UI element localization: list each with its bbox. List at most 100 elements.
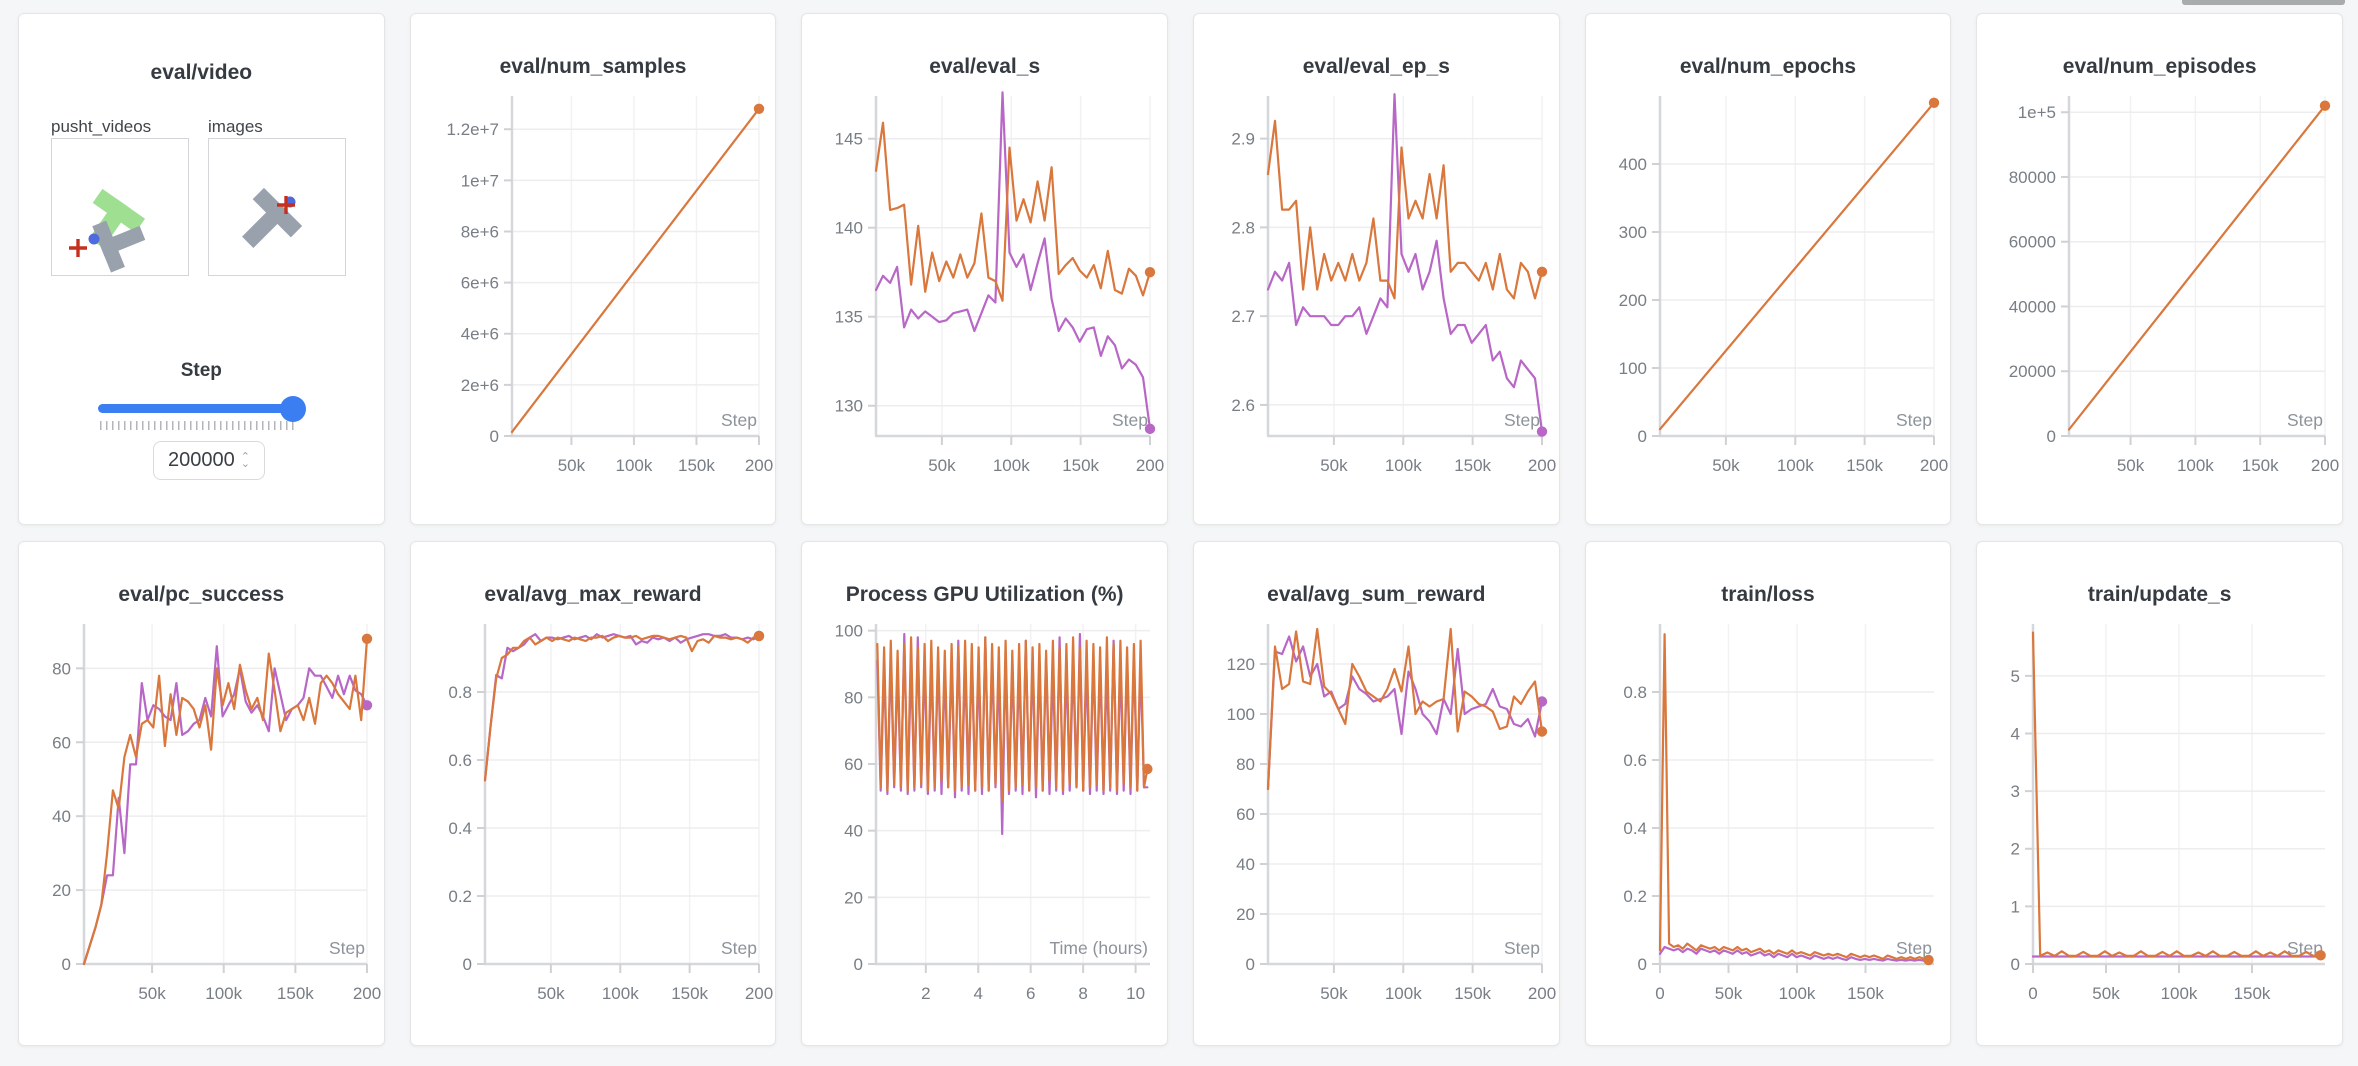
panel-eval-pc-success[interactable]: eval/pc_success 0 20 40 60 80 50k 100k 150k 200 S… (18, 541, 385, 1046)
gridlines (876, 96, 1152, 436)
image-thumbnail[interactable] (208, 138, 346, 276)
svg-text:50k: 50k (537, 984, 565, 1003)
series-line-orange (876, 636, 1149, 802)
step-up-icon[interactable]: ⌃ (240, 450, 250, 463)
stepper-arrows[interactable]: ⌃ ⌄ (240, 450, 250, 470)
svg-text:50k: 50k (138, 984, 166, 1003)
svg-text:0.4: 0.4 (1623, 819, 1647, 838)
panel-eval-num-episodes[interactable]: eval/num_episodes 0 20000 40000 60000 80000 1… (1976, 13, 2343, 525)
svg-text:80: 80 (52, 659, 71, 678)
series-line-orange (1658, 633, 1930, 961)
chart-canvas[interactable]: 2.6 2.7 2.8 2.9 50k 100k 150k 200 Step (1194, 84, 1560, 504)
panel-eval-video[interactable]: eval/video pusht_videos images (18, 13, 385, 525)
panel-eval-avg-sum-reward[interactable]: eval/avg_sum_reward 0 20 40 60 80 100 120 50k 10… (1192, 541, 1560, 1046)
svg-text:100k: 100k (1385, 456, 1422, 475)
svg-text:20: 20 (1236, 905, 1255, 924)
gridlines (2069, 96, 2327, 437)
panel-train-update-s[interactable]: train/update_s 0 1 2 3 4 5 0 50k 100k 150k Step (1976, 541, 2343, 1046)
svg-text:100: 100 (1227, 705, 1255, 724)
svg-text:100: 100 (835, 622, 863, 641)
axes (476, 624, 760, 973)
svg-text:200: 200 (2311, 456, 2339, 475)
slider-thumb[interactable] (280, 396, 306, 422)
svg-text:60: 60 (844, 755, 863, 774)
svg-text:80000: 80000 (2009, 168, 2056, 187)
series-endpoint-orange (753, 630, 764, 642)
svg-text:0: 0 (854, 955, 863, 974)
series-endpoint-orange (1142, 763, 1153, 775)
chart-canvas[interactable]: 0 0.2 0.4 0.6 0.8 50k 100k 150k 200 Step (411, 612, 777, 1032)
svg-text:50k: 50k (1712, 456, 1740, 475)
svg-text:6e+6: 6e+6 (460, 274, 498, 293)
video-thumbnail-pusht[interactable] (51, 138, 189, 276)
series-group (876, 632, 1153, 836)
series-line-orange (2032, 631, 2323, 957)
gridlines (1658, 624, 1934, 965)
svg-text:100k: 100k (2161, 984, 2198, 1003)
svg-text:80: 80 (1236, 755, 1255, 774)
chart-canvas[interactable]: 130 135 140 145 50k 100k 150k 200 Step (802, 84, 1168, 504)
chart-title: Process GPU Utilization (%) (845, 583, 1124, 606)
series-endpoint-orange (361, 633, 373, 644)
clipped-element-top-right (2182, 0, 2345, 5)
svg-text:1.2e+7: 1.2e+7 (446, 120, 498, 139)
svg-text:150k: 150k (678, 456, 715, 475)
panel-process-gpu-utilization[interactable]: Process GPU Utilization (%) 0 20 40 60 80 100… (801, 541, 1168, 1046)
svg-text:10: 10 (1126, 984, 1145, 1003)
series-group (82, 633, 373, 966)
chart-title: eval/eval_s (929, 55, 1041, 78)
step-down-icon[interactable]: ⌄ (240, 457, 250, 470)
svg-text:400: 400 (1618, 155, 1646, 174)
svg-text:150k: 150k (1454, 456, 1491, 475)
chart-title: train/loss (1721, 583, 1815, 606)
svg-text:20: 20 (844, 888, 863, 907)
svg-text:50k: 50k (2117, 456, 2145, 475)
chart-canvas[interactable]: 0 100 200 300 400 50k 100k 150k 200 Step (1586, 84, 1952, 504)
svg-text:2: 2 (921, 984, 930, 1003)
series-endpoint-orange (753, 103, 764, 114)
panel-eval-avg-max-reward[interactable]: eval/avg_max_reward 0 0.2 0.4 0.6 0.8 50k 100k… (409, 541, 777, 1046)
panel-eval-num-samples[interactable]: eval/num_samples 0 2e+6 4e+6 6e+6 8e+6 1e+7 1.… (409, 13, 777, 525)
chart-canvas[interactable]: 0 1 2 3 4 5 0 50k 100k 150k Step (1977, 612, 2343, 1032)
panel-train-loss[interactable]: train/loss 0 0.2 0.4 0.6 0.8 0 50k 100k 150k Step (1584, 541, 1952, 1046)
chart-canvas[interactable]: 0 2e+6 4e+6 6e+6 8e+6 1e+7 1.2e+7 50k 100k 150k 20… (411, 84, 777, 504)
series-line-orange (1266, 627, 1544, 791)
chart-canvas[interactable]: 0 20000 40000 60000 80000 1e+5 50k 100k 150k 200 S… (1977, 84, 2343, 504)
tick-labels: 0 20 40 60 80 100 120 50k 100k 150k 200 Step (1227, 655, 1557, 1003)
svg-text:2: 2 (2011, 840, 2020, 859)
panel-eval-num-epochs[interactable]: eval/num_epochs 0 100 200 300 400 50k 100k 150k… (1584, 13, 1952, 525)
svg-text:20: 20 (52, 881, 71, 900)
tick-labels: 0 20 40 60 80 50k 100k 150k 200 Step (52, 659, 381, 1003)
gridlines (84, 624, 368, 965)
svg-text:50k: 50k (557, 456, 585, 475)
svg-text:0.8: 0.8 (1623, 683, 1647, 702)
axes (1259, 96, 1543, 445)
svg-text:140: 140 (835, 219, 863, 238)
svg-text:80: 80 (844, 688, 863, 707)
x-axis-label: Step (1112, 410, 1148, 430)
series-endpoint-purple (361, 700, 373, 711)
tick-labels: 130 135 140 145 50k 100k 150k 200 Step (835, 130, 1165, 475)
gray-tee-shape (242, 187, 303, 248)
svg-text:0.6: 0.6 (448, 751, 472, 770)
svg-text:0.4: 0.4 (448, 819, 472, 838)
svg-text:200: 200 (744, 984, 772, 1003)
step-input[interactable]: 200000 ⌃ ⌄ (153, 441, 265, 480)
pusht-scene-icon (69, 188, 146, 273)
step-slider[interactable] (98, 396, 306, 430)
svg-text:200: 200 (1919, 456, 1947, 475)
panel-title-eval-video: eval/video (150, 61, 253, 84)
svg-text:200: 200 (353, 984, 381, 1003)
chart-canvas[interactable]: 0 20 40 60 80 100 2 4 6 8 10 Time (hours) (802, 612, 1168, 1032)
slider-track[interactable] (98, 396, 306, 422)
panel-eval-eval-ep-s[interactable]: eval/eval_ep_s 2.6 2.7 2.8 2.9 50k 100k 150k 20… (1192, 13, 1560, 525)
axes (868, 624, 1151, 973)
series-line-orange (2068, 104, 2327, 431)
svg-text:100k: 100k (205, 984, 242, 1003)
chart-canvas[interactable]: 0 20 40 60 80 100 120 50k 100k 150k 200 Step (1194, 612, 1560, 1032)
panel-eval-eval-s[interactable]: eval/eval_s 130 135 140 145 50k 100k 150k 200 St… (801, 13, 1168, 525)
svg-text:8e+6: 8e+6 (460, 222, 498, 241)
chart-canvas[interactable]: 0 0.2 0.4 0.6 0.8 0 50k 100k 150k Step (1586, 612, 1952, 1032)
chart-canvas[interactable]: 0 20 40 60 80 50k 100k 150k 200 Step (19, 612, 385, 1032)
svg-text:8: 8 (1079, 984, 1088, 1003)
